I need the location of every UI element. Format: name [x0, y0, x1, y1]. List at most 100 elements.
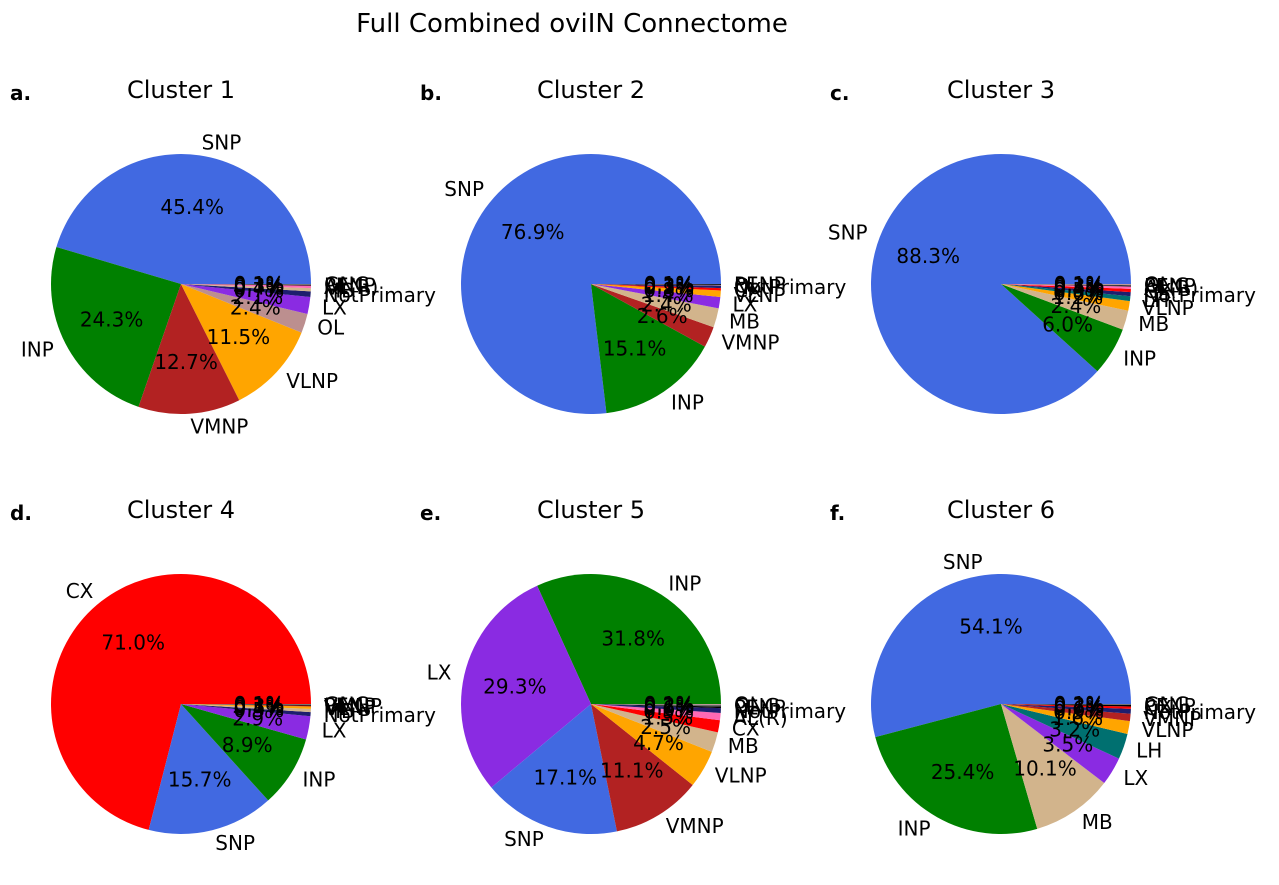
slice-percent: 0.1% [234, 693, 285, 717]
pie-slice-notprimary [181, 284, 311, 298]
slice-percent: 2.9% [232, 706, 283, 730]
pie-slice-lx [181, 704, 311, 740]
slice-percent: 0.9% [643, 700, 694, 724]
slice-percent: 2.6% [637, 304, 688, 328]
slice-label: NotPrimary [734, 275, 846, 299]
slice-percent: 17.1% [534, 766, 598, 790]
pie-slice-ol [1001, 284, 1132, 285]
pie-slice-vlnp [1001, 704, 1130, 734]
slice-percent: 0.3% [234, 694, 285, 718]
slice-percent: 29.3% [483, 675, 547, 699]
slice-label: NotPrimary [1144, 700, 1256, 724]
slice-percent: 0.3% [1054, 274, 1105, 298]
slice-percent: 12.7% [154, 350, 218, 374]
panel-letter: d. [10, 501, 32, 525]
slice-label: OL [734, 273, 762, 297]
slice-label: VLNP [1142, 718, 1194, 742]
pie-slice-mb [1001, 704, 1105, 829]
slice-label: OL [1144, 272, 1172, 296]
slice-labels: 71.0% CX 15.7% SNP 8.9% INP 2.9% LX 0.5% NotPrima… [66, 579, 436, 855]
slice-label: CX [1144, 279, 1172, 303]
slice-label: OL [317, 315, 345, 339]
pie-panel-4: Cluster 4 d. 71.0% CX 15.7% SNP 8.9% INP 2.9% LX 0… [10, 496, 436, 855]
slice-label: LX [322, 296, 347, 320]
slice-percent: 0.9% [1053, 700, 1104, 724]
pie-slice-penp [181, 704, 311, 706]
slice-percent: 0.1% [234, 273, 285, 297]
slice-percent: 0.5% [1053, 278, 1104, 302]
pie-slice-gng [181, 704, 312, 705]
slice-label: MB [728, 734, 759, 758]
slice-label: AL(R) [1144, 276, 1198, 300]
slice-label: INP [671, 391, 704, 415]
slice-percent: 0.1% [644, 692, 695, 716]
slice-percent: 0.1% [644, 273, 695, 297]
slice-label: GNG [1144, 692, 1190, 716]
pie-slice-penp [591, 284, 722, 285]
slice-label: VLNP [715, 764, 767, 788]
slice-label: SNP [215, 831, 255, 855]
slice-label: PENP [734, 272, 786, 296]
slice-percent: 0.3% [1054, 694, 1105, 718]
slice-percent: 0.4% [233, 275, 284, 299]
slice-percent: 1.6% [1052, 706, 1103, 730]
slice-label: MB [324, 278, 355, 302]
slice-percent: 24.3% [80, 308, 144, 332]
pie-slice-lx [591, 284, 721, 309]
slice-percent: 0.6% [1053, 281, 1104, 305]
pie-slice-snp [491, 704, 617, 834]
slice-label: LX [322, 718, 347, 742]
slice-percent: 25.4% [931, 760, 995, 784]
slice-label: MB [729, 309, 760, 333]
slice-percent: 8.9% [222, 733, 273, 757]
slice-label: INP [1123, 346, 1156, 370]
pie-slice-notprimary [1001, 704, 1131, 714]
pie-slice-inp [537, 574, 721, 704]
panel-title: Cluster 3 [947, 76, 1055, 104]
pie-slice-vmnp [591, 704, 693, 832]
slice-percent: 2.5% [640, 715, 691, 739]
slice-percent: 76.9% [501, 220, 565, 244]
slice-label: INP [668, 572, 701, 596]
slice-label: SNP [943, 550, 983, 574]
panel-letter: c. [830, 81, 849, 105]
slice-percent: 0.7% [233, 278, 284, 302]
slice-label: PENP [1144, 274, 1196, 298]
slice-label: NotPrimary [734, 699, 846, 723]
pie-slice-lx [461, 585, 591, 788]
slice-percent: 0.6% [643, 696, 694, 720]
pie-slice-snp [56, 153, 311, 284]
pie-panels: Cluster 1 a. 45.4% SNP 24.3% INP 12.7% VMNP 11.5… [10, 76, 1256, 855]
pie-slice-mb [591, 284, 719, 328]
slice-label: GNG [1144, 273, 1190, 297]
slice-label: VMNP [324, 694, 382, 718]
pie-slice-notprimary [591, 284, 721, 289]
slice-percent: 0.3% [644, 274, 695, 298]
pie-slice-ol [181, 284, 308, 333]
pie-slice-inp [1001, 284, 1123, 372]
slice-label: MB [1082, 810, 1113, 834]
pie-slice-mb [181, 704, 311, 713]
slice-label: OL [734, 692, 762, 716]
slice-label: VLNP [1142, 296, 1194, 320]
slice-label: NotPrimary [1144, 283, 1256, 307]
slice-percent: 71.0% [101, 630, 165, 654]
pie-slice-snp [148, 704, 269, 835]
slice-percent: 15.7% [168, 768, 232, 792]
slice-percent: 0.1% [234, 692, 285, 716]
slice-percent: 1.2% [1052, 285, 1103, 309]
slice-label: GNG [734, 694, 780, 718]
pie-slice-gng [1001, 704, 1132, 705]
slice-label: CX [732, 717, 760, 741]
panel-title: Cluster 5 [537, 496, 645, 524]
pie-panel-3: Cluster 3 c. 88.3% SNP 6.0% INP 2.4% MB 1.2% VLNP… [828, 76, 1256, 415]
slice-percent: 0.2% [644, 694, 695, 718]
slice-percent: 45.4% [160, 195, 224, 219]
slice-percent: 3.5% [1042, 732, 1093, 756]
pie-slice-cx [51, 574, 312, 830]
pie-slice-vlnp [591, 704, 712, 785]
slice-label: PENP [324, 693, 376, 717]
slice-label: INP [303, 768, 336, 792]
pie-slice-snp [871, 573, 1131, 738]
